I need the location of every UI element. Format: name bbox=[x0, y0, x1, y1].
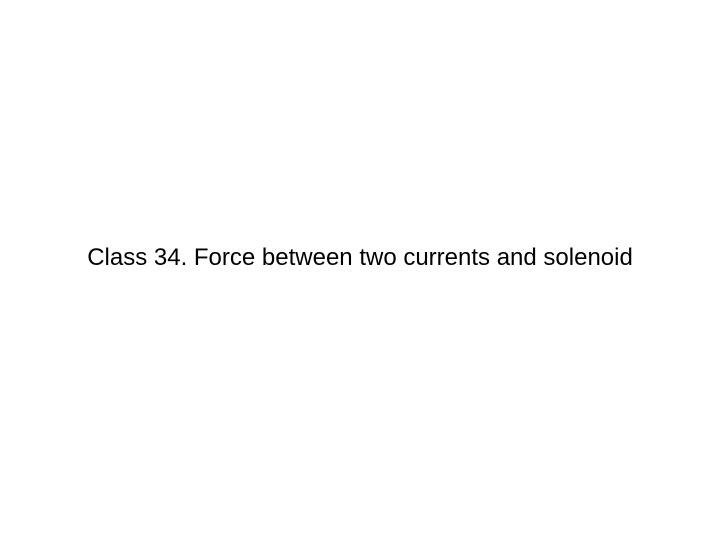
slide-container: Class 34. Force between two currents and… bbox=[0, 0, 720, 557]
slide-title: Class 34. Force between two currents and… bbox=[87, 242, 633, 274]
